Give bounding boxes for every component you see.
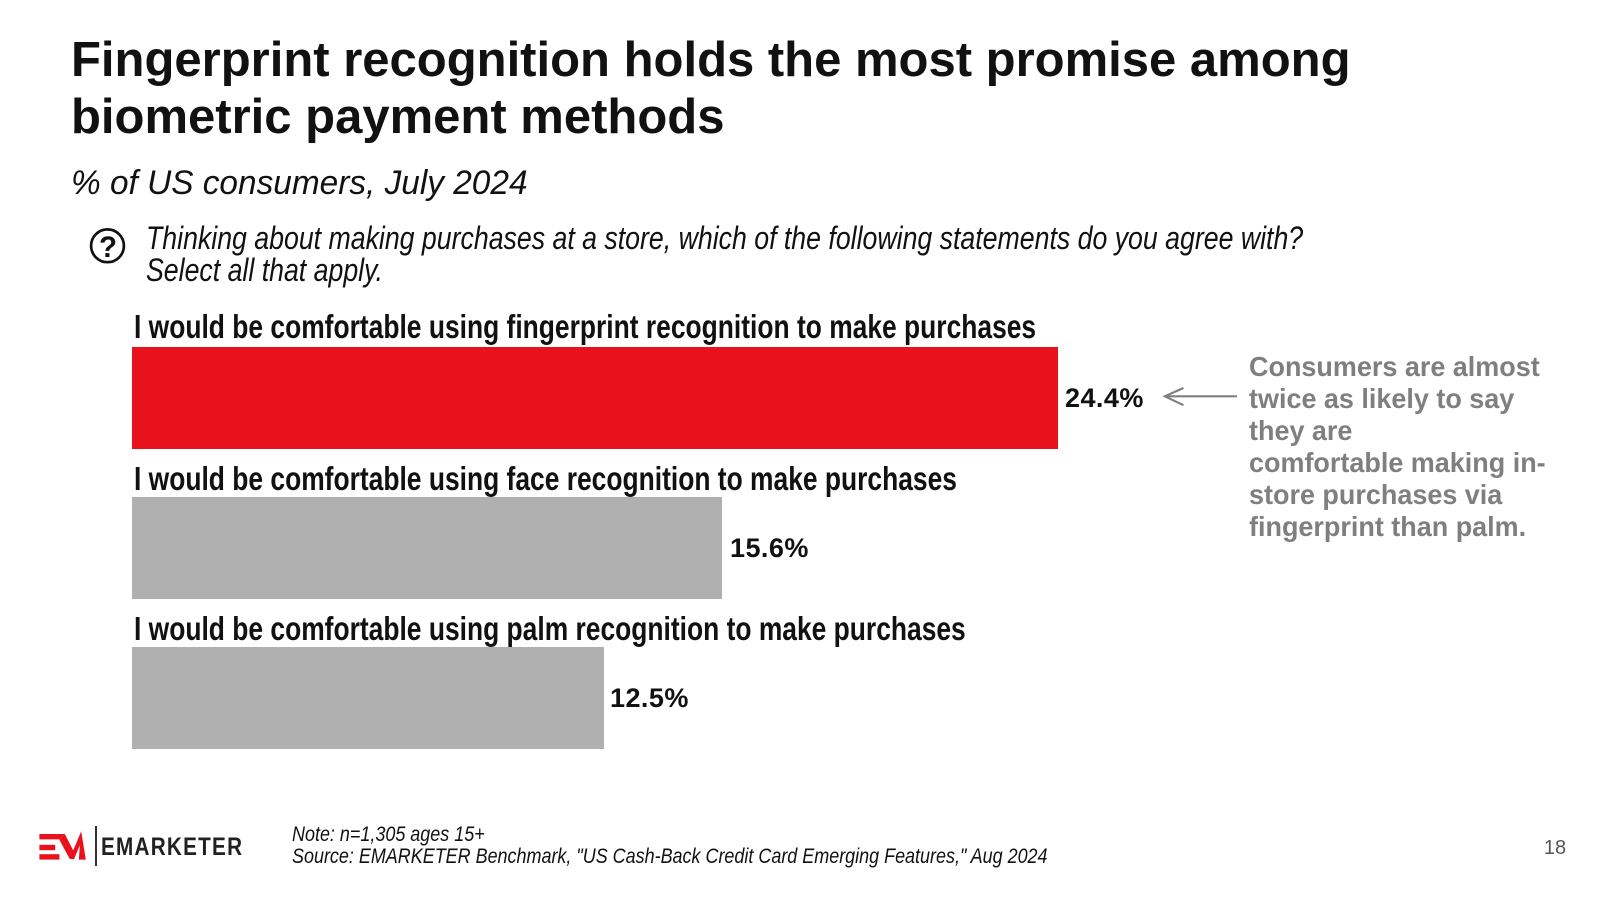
- svg-text:?: ?: [99, 231, 117, 264]
